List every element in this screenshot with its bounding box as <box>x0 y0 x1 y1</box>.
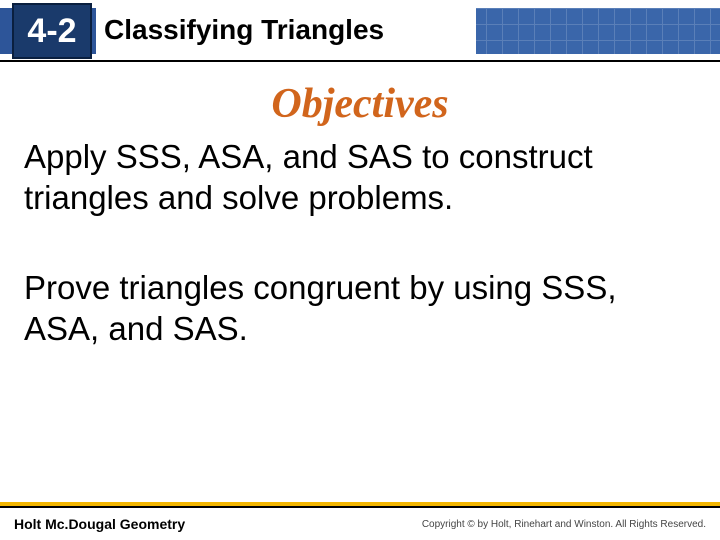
slide-title: Classifying Triangles <box>104 14 384 46</box>
section-number: 4-2 <box>27 12 76 51</box>
footer-copyright: Copyright © by Holt, Rinehart and Winsto… <box>422 519 706 530</box>
objective-2: Prove triangles congruent by using SSS, … <box>24 267 696 350</box>
section-number-box: 4-2 <box>12 3 92 59</box>
objective-1: Apply SSS, ASA, and SAS to construct tri… <box>24 136 696 219</box>
footer-textbook: Holt Mc.Dougal Geometry <box>14 516 185 532</box>
slide-footer: Holt Mc.Dougal Geometry Copyright © by H… <box>0 506 720 540</box>
slide-content: Objectives Apply SSS, ASA, and SAS to co… <box>0 80 720 397</box>
objectives-heading: Objectives <box>24 80 696 128</box>
header-grid-pattern <box>470 8 720 54</box>
slide-header: 4-2 Classifying Triangles <box>0 0 720 62</box>
